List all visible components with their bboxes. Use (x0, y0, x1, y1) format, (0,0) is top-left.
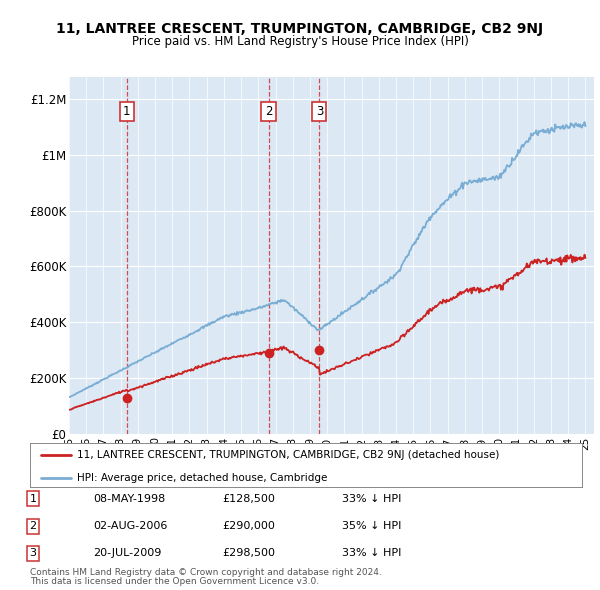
Text: 02-AUG-2006: 02-AUG-2006 (93, 522, 167, 531)
Text: 2: 2 (29, 522, 37, 531)
Text: Price paid vs. HM Land Registry's House Price Index (HPI): Price paid vs. HM Land Registry's House … (131, 35, 469, 48)
Text: Contains HM Land Registry data © Crown copyright and database right 2024.: Contains HM Land Registry data © Crown c… (30, 568, 382, 577)
Text: 1: 1 (123, 105, 131, 118)
Text: 11, LANTREE CRESCENT, TRUMPINGTON, CAMBRIDGE, CB2 9NJ: 11, LANTREE CRESCENT, TRUMPINGTON, CAMBR… (56, 22, 544, 37)
Text: 33% ↓ HPI: 33% ↓ HPI (342, 494, 401, 503)
Text: This data is licensed under the Open Government Licence v3.0.: This data is licensed under the Open Gov… (30, 577, 319, 586)
Text: 2: 2 (265, 105, 272, 118)
Text: 1: 1 (29, 494, 37, 503)
Text: 3: 3 (29, 549, 37, 558)
Text: 20-JUL-2009: 20-JUL-2009 (93, 549, 161, 558)
Text: 33% ↓ HPI: 33% ↓ HPI (342, 549, 401, 558)
Text: £298,500: £298,500 (222, 549, 275, 558)
Text: £290,000: £290,000 (222, 522, 275, 531)
Text: 3: 3 (316, 105, 323, 118)
Text: 08-MAY-1998: 08-MAY-1998 (93, 494, 165, 503)
Text: HPI: Average price, detached house, Cambridge: HPI: Average price, detached house, Camb… (77, 473, 327, 483)
Text: £128,500: £128,500 (222, 494, 275, 503)
Text: 11, LANTREE CRESCENT, TRUMPINGTON, CAMBRIDGE, CB2 9NJ (detached house): 11, LANTREE CRESCENT, TRUMPINGTON, CAMBR… (77, 450, 499, 460)
Text: 35% ↓ HPI: 35% ↓ HPI (342, 522, 401, 531)
